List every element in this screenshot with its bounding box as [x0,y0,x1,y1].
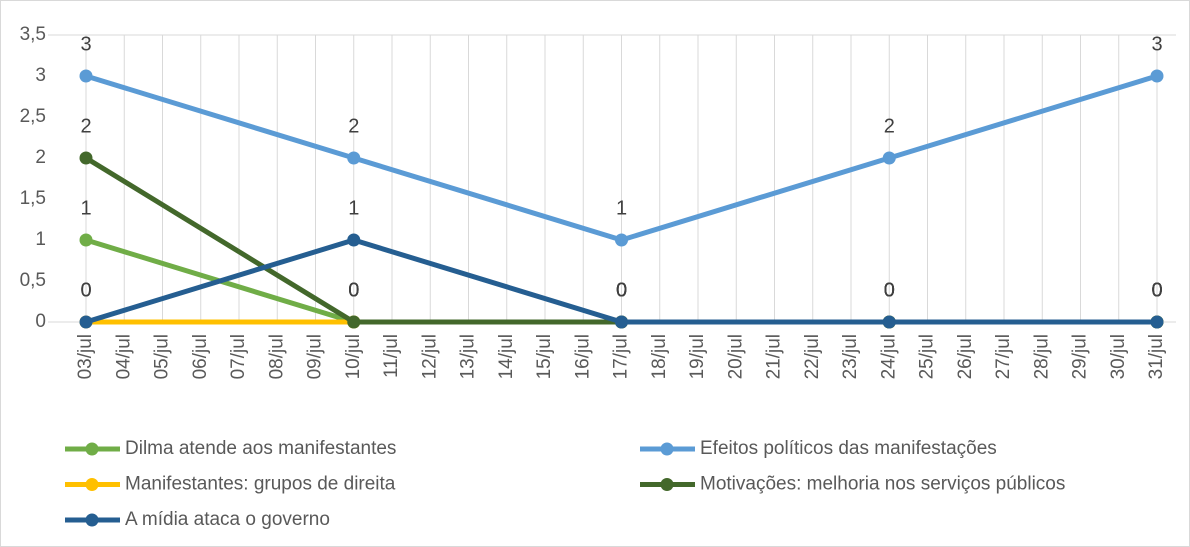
data-label: 0 [348,279,359,301]
x-tick-label: 23/jul [840,334,861,379]
point [1150,69,1164,83]
x-tick-label: 08/jul [266,334,287,379]
point [882,151,896,165]
data-label: 0 [616,279,627,301]
data-label: 0 [348,279,359,301]
data-label: 0 [616,279,627,301]
point [347,315,361,329]
legend-marker [660,442,674,456]
legend-label: A mídia ataca o governo [125,509,330,530]
legend-label: Manifestantes: grupos de direita [125,474,396,495]
y-tick-label: 2,5 [20,106,46,127]
legend-label: Dilma atende aos manifestantes [125,438,396,459]
x-tick-label: 04/jul [113,334,134,379]
data-label: 0 [884,279,895,301]
x-tick-label: 10/jul [343,334,364,379]
data-label: 0 [1151,279,1162,301]
y-tick-label: 1 [35,229,46,250]
data-label: 3 [80,33,91,55]
x-tick-label: 26/jul [955,334,976,379]
x-tick-label: 16/jul [572,334,593,379]
x-tick-label: 12/jul [419,334,440,379]
point [347,151,361,165]
data-label: 0 [884,279,895,301]
data-label: 0 [80,279,91,301]
x-tick-label: 15/jul [534,334,555,379]
data-label: 2 [80,115,91,137]
data-label: 1 [348,197,359,219]
x-tick-label: 18/jul [649,334,670,379]
data-label: 1 [616,197,627,219]
y-tick-label: 0 [35,311,46,332]
data-label: 0 [616,279,627,301]
data-label: 2 [884,115,895,137]
point [347,233,361,247]
x-tick-label: 06/jul [190,334,211,379]
x-tick-label: 21/jul [764,334,785,379]
data-label: 0 [348,279,359,301]
data-label: 2 [348,115,359,137]
x-tick-label: 24/jul [878,334,899,379]
x-tick-label: 22/jul [802,334,823,379]
point [79,233,93,247]
x-tick-label: 17/jul [611,334,632,379]
y-tick-label: 3 [35,65,46,86]
data-label: 1 [80,197,91,219]
legend-label: Efeitos políticos das manifestações [700,438,997,459]
data-label: 0 [884,279,895,301]
y-tick-label: 0,5 [20,270,46,291]
point [882,315,896,329]
x-tick-label: 05/jul [152,334,173,379]
y-tick-label: 1,5 [20,188,46,209]
legend-marker [660,478,674,491]
legend-marker [85,478,99,491]
x-tick-label: 19/jul [687,334,708,379]
x-tick-label: 09/jul [305,334,326,379]
x-tick-label: 31/jul [1146,334,1167,379]
data-label: 0 [1151,279,1162,301]
data-label: 3 [1151,33,1162,55]
point [1150,315,1164,329]
x-tick-label: 03/jul [75,334,96,379]
x-tick-label: 29/jul [1070,334,1091,379]
data-label: 0 [80,279,91,301]
x-tick-label: 14/jul [496,334,517,379]
x-tick-label: 11/jul [381,334,402,378]
data-label: 0 [1151,279,1162,301]
data-label: 0 [1151,279,1162,301]
point [615,233,628,247]
x-tick-label: 25/jul [917,334,938,379]
legend-label: Motivações: melhoria nos serviços públic… [700,474,1065,495]
x-tick-label: 30/jul [1108,334,1129,379]
x-tick-label: 28/jul [1031,334,1052,379]
y-tick-label: 2 [35,147,46,168]
point [79,151,93,165]
point [615,315,628,329]
data-label: 0 [884,279,895,301]
y-tick-label: 3,5 [20,24,46,45]
x-tick-label: 13/jul [458,334,479,379]
legend-marker [85,442,99,456]
data-label: 0 [616,279,627,301]
x-tick-label: 07/jul [228,334,249,379]
point [79,69,93,83]
x-tick-label: 20/jul [725,334,746,379]
legend-marker [85,513,99,527]
point [79,315,93,329]
x-tick-label: 27/jul [993,334,1014,379]
